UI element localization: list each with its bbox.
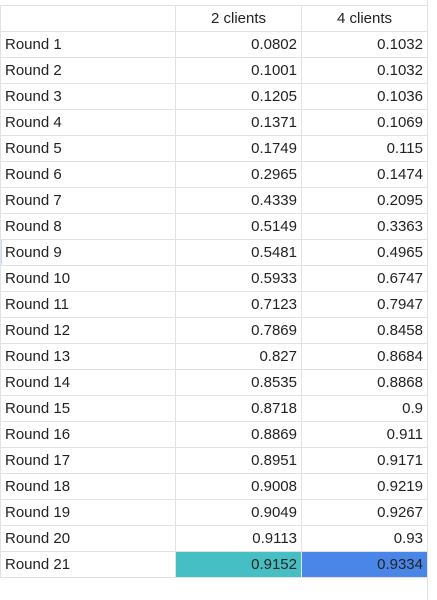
- table-row: Round 16 0.8869 0.911: [0, 421, 428, 448]
- round-label-cell[interactable]: Round 14: [0, 369, 176, 396]
- value-2-clients-cell[interactable]: 0.7869: [175, 317, 302, 344]
- round-label-cell[interactable]: Round 18: [0, 473, 176, 500]
- value-2-clients-cell[interactable]: 0.4339: [175, 187, 302, 214]
- table-row: Round 12 0.7869 0.8458: [0, 317, 428, 344]
- table-row: Round 17 0.8951 0.9171: [0, 447, 428, 474]
- value-4-clients-cell[interactable]: 0.1032: [301, 31, 428, 58]
- value-2-clients-cell[interactable]: 0.5933: [175, 265, 302, 292]
- value-2-clients-cell[interactable]: 0.8718: [175, 395, 302, 422]
- value-4-clients-cell[interactable]: 0.7947: [301, 291, 428, 318]
- round-label-cell[interactable]: Round 15: [0, 395, 176, 422]
- table-row: Round 19 0.9049 0.9267: [0, 499, 428, 526]
- table-row: Round 10 0.5933 0.6747: [0, 265, 428, 292]
- value-4-clients-cell[interactable]: 0.6747: [301, 265, 428, 292]
- round-label-cell[interactable]: Round 17: [0, 447, 176, 474]
- table-row: Round 4 0.1371 0.1069: [0, 109, 428, 136]
- table-row: Round 6 0.2965 0.1474: [0, 161, 428, 188]
- value-2-clients-cell[interactable]: 0.8869: [175, 421, 302, 448]
- table-row: Round 7 0.4339 0.2095: [0, 187, 428, 214]
- header-cell-2-clients[interactable]: 2 clients: [175, 5, 302, 32]
- table-row: Round 18 0.9008 0.9219: [0, 473, 428, 500]
- table-row: Round 5 0.1749 0.115: [0, 135, 428, 162]
- round-label-cell[interactable]: Round 10: [0, 265, 176, 292]
- round-label-cell[interactable]: Round 12: [0, 317, 176, 344]
- value-4-clients-cell[interactable]: 0.3363: [301, 213, 428, 240]
- value-4-clients-cell[interactable]: 0.115: [301, 135, 428, 162]
- round-label-cell[interactable]: Round 16: [0, 421, 176, 448]
- value-4-clients-cell[interactable]: 0.1069: [301, 109, 428, 136]
- value-4-clients-cell[interactable]: 0.9171: [301, 447, 428, 474]
- table-row: Round 8 0.5149 0.3363: [0, 213, 428, 240]
- value-2-clients-cell[interactable]: 0.9049: [175, 499, 302, 526]
- round-label-cell[interactable]: Round 5: [0, 135, 176, 162]
- value-2-clients-cell[interactable]: 0.2965: [175, 161, 302, 188]
- value-4-clients-cell[interactable]: 0.9219: [301, 473, 428, 500]
- round-label-cell[interactable]: Round 6: [0, 161, 176, 188]
- data-table: 2 clients 4 clients Round 1 0.0802 0.1032 R…: [0, 5, 428, 578]
- value-2-clients-cell[interactable]: 0.9113: [175, 525, 302, 552]
- table-row: Round 20 0.9113 0.93: [0, 525, 428, 552]
- round-label-cell[interactable]: Round 2: [0, 57, 176, 84]
- value-2-clients-cell[interactable]: 0.1371: [175, 109, 302, 136]
- value-4-clients-cell[interactable]: 0.1032: [301, 57, 428, 84]
- value-2-clients-cell[interactable]: 0.8535: [175, 369, 302, 396]
- table-row: Round 21 0.9152 0.9334: [0, 551, 428, 578]
- round-label-cell[interactable]: Round 13: [0, 343, 176, 370]
- value-2-clients-cell[interactable]: 0.0802: [175, 31, 302, 58]
- value-2-clients-cell[interactable]: 0.7123: [175, 291, 302, 318]
- table-row: Round 2 0.1001 0.1032: [0, 57, 428, 84]
- value-2-clients-cell[interactable]: 0.827: [175, 343, 302, 370]
- value-4-clients-cell[interactable]: 0.8684: [301, 343, 428, 370]
- table-row: Round 13 0.827 0.8684: [0, 343, 428, 370]
- round-label-cell[interactable]: Round 11: [0, 291, 176, 318]
- highlighted-2-clients-cell[interactable]: 0.9152: [175, 551, 302, 578]
- round-label-cell[interactable]: Round 8: [0, 213, 176, 240]
- value-4-clients-cell[interactable]: 0.1474: [301, 161, 428, 188]
- value-4-clients-cell[interactable]: 0.9: [301, 395, 428, 422]
- value-2-clients-cell[interactable]: 0.5481: [175, 239, 302, 266]
- value-4-clients-cell[interactable]: 0.911: [301, 421, 428, 448]
- round-label-cell[interactable]: Round 21: [0, 551, 176, 578]
- header-row: 2 clients 4 clients: [0, 5, 428, 32]
- table-row: Round 14 0.8535 0.8868: [0, 369, 428, 396]
- round-label-cell[interactable]: Round 4: [0, 109, 176, 136]
- header-cell-4-clients[interactable]: 4 clients: [301, 5, 428, 32]
- value-4-clients-cell[interactable]: 0.4965: [301, 239, 428, 266]
- round-label-cell[interactable]: Round 19: [0, 499, 176, 526]
- round-label-cell[interactable]: Round 9: [0, 239, 176, 266]
- table-row: Round 1 0.0802 0.1032: [0, 31, 428, 58]
- value-4-clients-cell[interactable]: 0.8458: [301, 317, 428, 344]
- value-2-clients-cell[interactable]: 0.1205: [175, 83, 302, 110]
- value-4-clients-cell[interactable]: 0.8868: [301, 369, 428, 396]
- value-2-clients-cell[interactable]: 0.1001: [175, 57, 302, 84]
- table-row: Round 9 0.5481 0.4965: [0, 239, 428, 266]
- highlighted-4-clients-cell[interactable]: 0.9334: [301, 551, 428, 578]
- round-label-cell[interactable]: Round 7: [0, 187, 176, 214]
- table-row: Round 11 0.7123 0.7947: [0, 291, 428, 318]
- value-2-clients-cell[interactable]: 0.8951: [175, 447, 302, 474]
- value-2-clients-cell[interactable]: 0.9008: [175, 473, 302, 500]
- sheet-edge: [427, 0, 437, 600]
- value-2-clients-cell[interactable]: 0.1749: [175, 135, 302, 162]
- value-4-clients-cell[interactable]: 0.9267: [301, 499, 428, 526]
- table-row: Round 15 0.8718 0.9: [0, 395, 428, 422]
- header-cell-label[interactable]: [0, 5, 176, 32]
- round-label-cell[interactable]: Round 3: [0, 83, 176, 110]
- table-row: Round 3 0.1205 0.1036: [0, 83, 428, 110]
- table-body: Round 1 0.0802 0.1032 Round 2 0.1001 0.1032 Ro…: [0, 31, 428, 578]
- value-4-clients-cell[interactable]: 0.1036: [301, 83, 428, 110]
- value-2-clients-cell[interactable]: 0.5149: [175, 213, 302, 240]
- round-label-cell[interactable]: Round 1: [0, 31, 176, 58]
- value-4-clients-cell[interactable]: 0.2095: [301, 187, 428, 214]
- round-label-cell[interactable]: Round 20: [0, 525, 176, 552]
- value-4-clients-cell[interactable]: 0.93: [301, 525, 428, 552]
